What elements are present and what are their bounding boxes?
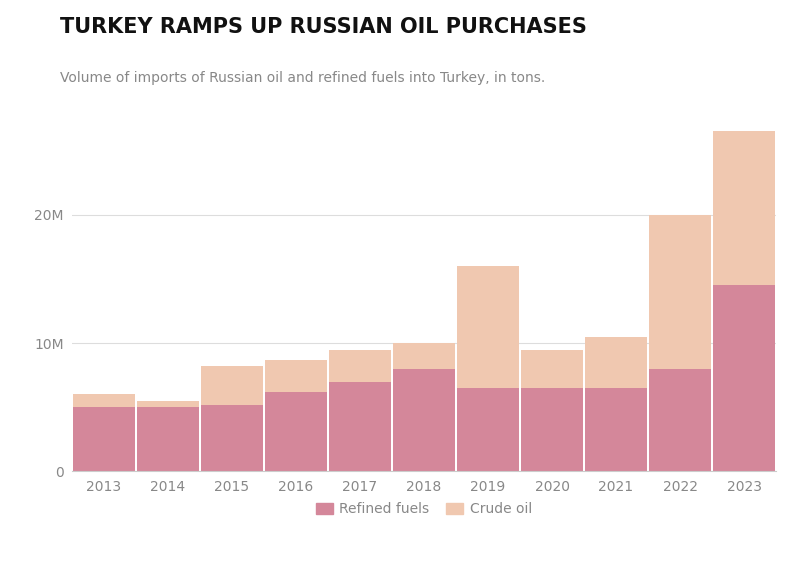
Bar <box>329 382 391 471</box>
Bar <box>137 401 199 407</box>
Bar <box>393 369 455 471</box>
Bar <box>649 215 711 369</box>
Bar <box>329 349 391 382</box>
Bar <box>137 407 199 471</box>
Bar <box>393 343 455 369</box>
Bar <box>201 405 263 471</box>
Bar <box>265 392 327 471</box>
Bar <box>457 388 519 471</box>
Bar <box>521 349 583 388</box>
Bar <box>457 266 519 388</box>
Text: Volume of imports of Russian oil and refined fuels into Turkey, in tons.: Volume of imports of Russian oil and ref… <box>60 71 546 85</box>
Bar <box>201 366 263 405</box>
Bar <box>713 131 775 285</box>
Bar <box>585 337 647 388</box>
Text: TURKEY RAMPS UP RUSSIAN OIL PURCHASES: TURKEY RAMPS UP RUSSIAN OIL PURCHASES <box>60 17 587 37</box>
Legend: Refined fuels, Crude oil: Refined fuels, Crude oil <box>309 495 539 523</box>
Bar <box>73 394 135 407</box>
Bar <box>649 369 711 471</box>
Bar <box>713 285 775 471</box>
Bar <box>265 360 327 392</box>
Bar <box>73 407 135 471</box>
Bar <box>521 388 583 471</box>
Bar <box>585 388 647 471</box>
